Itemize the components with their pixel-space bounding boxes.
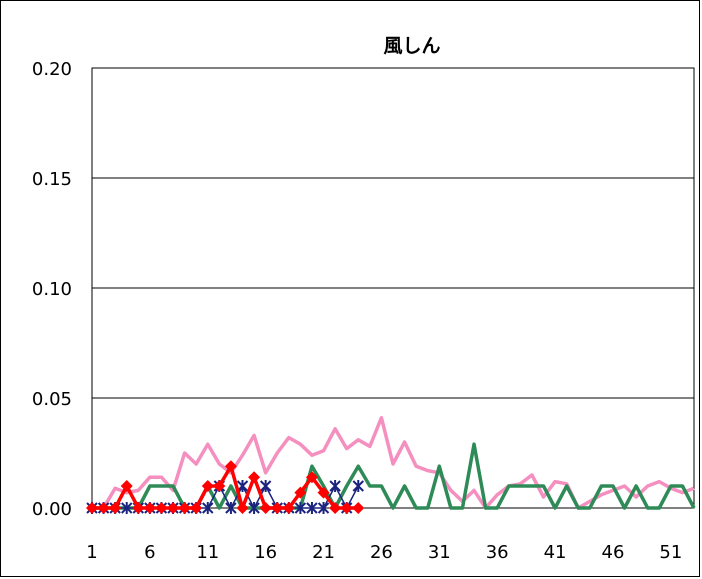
x-tick-label: 1	[86, 542, 97, 563]
data-point	[329, 502, 342, 514]
data-point	[329, 480, 341, 492]
x-tick-label: 51	[659, 542, 682, 563]
data-point	[248, 502, 260, 514]
data-point	[86, 502, 98, 514]
y-tick-label: 0.05	[32, 389, 72, 410]
data-point	[213, 480, 226, 492]
x-tick-label: 31	[428, 542, 451, 563]
x-tick-label: 21	[312, 542, 335, 563]
data-point	[259, 480, 272, 492]
x-tick-label: 16	[254, 542, 277, 563]
x-tick-label: 41	[544, 542, 567, 563]
data-point	[259, 502, 272, 514]
x-tick-label: 11	[196, 542, 219, 563]
data-point	[143, 502, 156, 514]
x-tick-label: 46	[602, 542, 625, 563]
data-point	[97, 502, 110, 514]
series-group	[86, 416, 696, 514]
data-point	[225, 502, 237, 514]
series-1	[92, 416, 695, 510]
data-point	[317, 486, 330, 499]
x-tick-label: 26	[370, 542, 393, 563]
data-point	[271, 502, 284, 514]
series-line	[92, 416, 695, 510]
data-point	[109, 502, 122, 514]
data-point	[294, 486, 307, 499]
y-tick-label: 0.10	[32, 279, 72, 300]
y-tick-label: 0.00	[32, 499, 72, 520]
series-line	[92, 464, 359, 510]
x-tick-label: 6	[144, 542, 155, 563]
series-2	[92, 442, 696, 510]
data-point	[178, 502, 191, 514]
data-point	[190, 502, 203, 514]
data-point	[202, 502, 214, 514]
data-point	[305, 471, 318, 484]
data-point	[340, 502, 353, 514]
data-point	[201, 480, 214, 492]
data-point	[120, 480, 133, 492]
x-tick-label: 36	[486, 542, 509, 563]
data-point	[121, 502, 133, 514]
grid-lines	[92, 177, 694, 399]
data-point	[352, 480, 364, 492]
data-point	[236, 502, 249, 514]
data-point	[132, 502, 145, 514]
data-point	[236, 480, 249, 492]
y-axis-ticks: 0.00 0.05 0.10 0.15 0.20	[32, 59, 72, 520]
chart-title: 風しん	[383, 35, 440, 57]
data-point	[317, 502, 330, 514]
data-point	[352, 502, 365, 514]
data-point	[294, 502, 307, 514]
data-point	[248, 471, 261, 484]
data-point	[306, 502, 318, 514]
series-4	[86, 460, 365, 514]
data-point	[224, 460, 237, 473]
data-point	[155, 502, 168, 514]
y-tick-label: 0.20	[32, 59, 72, 80]
data-point	[282, 502, 295, 514]
y-tick-label: 0.15	[32, 169, 72, 190]
x-axis-ticks: 1 6 11 16 21 26 31 36 41 46 51	[86, 542, 682, 563]
series-line	[92, 442, 696, 510]
data-point	[167, 502, 180, 514]
